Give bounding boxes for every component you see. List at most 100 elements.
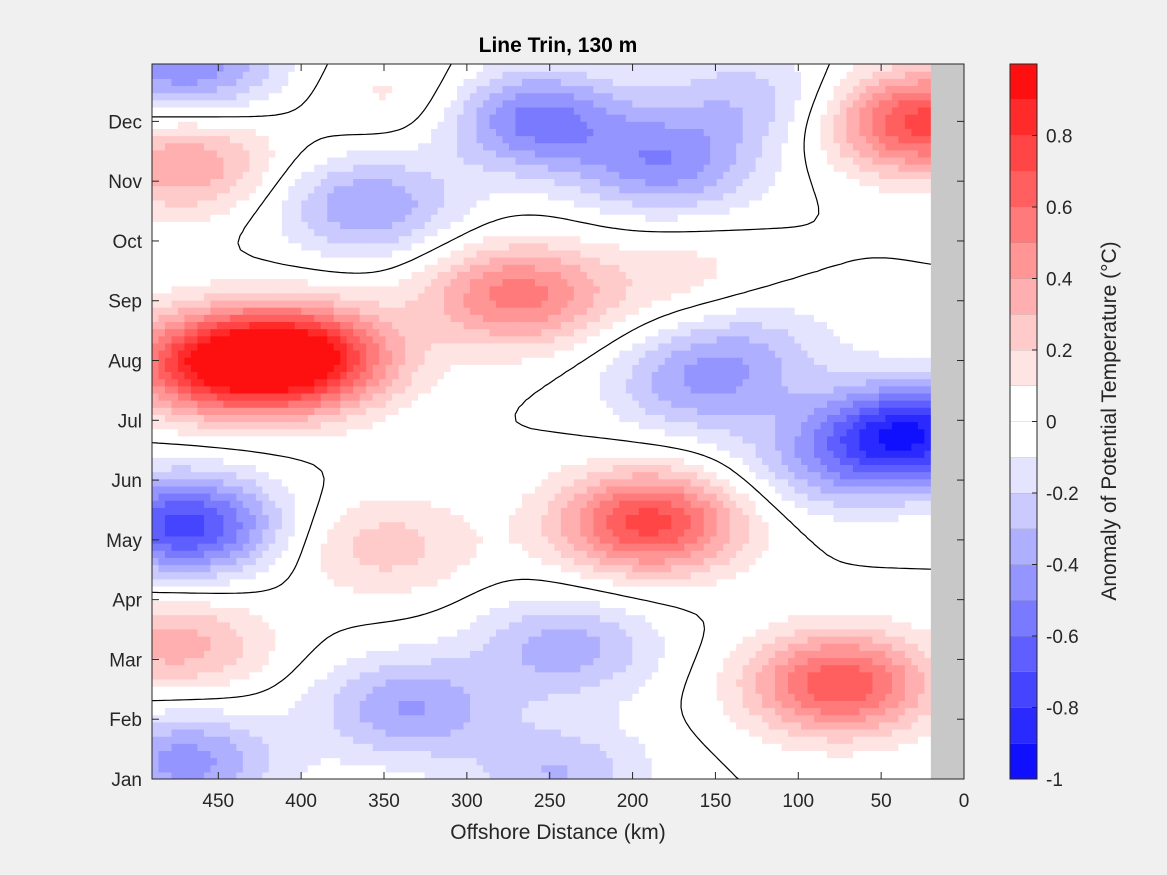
field-cell	[476, 543, 484, 551]
field-cell	[385, 550, 393, 558]
field-cell	[463, 721, 471, 730]
field-cell	[184, 743, 192, 751]
field-cell	[599, 686, 607, 694]
field-cell	[242, 700, 250, 709]
field-cell	[385, 621, 393, 630]
field-cell	[431, 564, 439, 573]
field-cell	[489, 543, 497, 551]
field-cell	[904, 728, 912, 737]
field-cell	[411, 628, 419, 637]
field-cell	[839, 507, 848, 516]
field-cell	[190, 564, 199, 573]
field-cell	[216, 614, 224, 623]
field-cell	[333, 607, 341, 616]
field-cell	[502, 736, 510, 744]
field-cell	[242, 607, 250, 616]
field-cell	[593, 650, 601, 659]
field-cell	[457, 600, 465, 608]
field-cell	[775, 671, 783, 680]
field-cell	[729, 628, 737, 637]
field-cell	[749, 728, 757, 737]
field-cell	[444, 564, 452, 573]
field-cell	[275, 500, 283, 508]
field-cell	[171, 600, 179, 608]
field-cell	[898, 764, 906, 773]
field-cell	[405, 550, 413, 558]
field-cell	[483, 485, 491, 494]
field-cell	[859, 528, 867, 537]
field-cell	[314, 600, 322, 608]
field-cell	[573, 750, 581, 759]
field-cell	[619, 564, 627, 573]
field-cell	[197, 664, 205, 673]
field-cell	[580, 721, 588, 730]
field-cell	[865, 728, 874, 737]
field-cell	[483, 621, 491, 630]
field-cell	[671, 514, 679, 523]
field-cell	[723, 500, 731, 508]
field-cell	[924, 593, 932, 601]
field-cell	[658, 707, 666, 716]
field-cell	[164, 650, 173, 659]
field-cell	[327, 535, 335, 544]
field-cell	[158, 764, 166, 773]
field-cell	[677, 657, 685, 666]
field-cell	[703, 507, 711, 516]
field-cell	[852, 500, 861, 508]
field-cell	[457, 521, 465, 530]
field-cell	[885, 550, 893, 558]
field-cell	[690, 600, 698, 608]
field-cell	[716, 593, 724, 601]
field-cell	[184, 485, 192, 494]
field-cell	[177, 628, 186, 637]
field-cell	[749, 636, 757, 644]
field-cell	[444, 721, 452, 730]
field-cell	[444, 686, 452, 694]
field-cell	[872, 514, 880, 523]
field-cell	[255, 771, 263, 779]
field-cell	[638, 507, 646, 516]
field-cell	[852, 600, 861, 608]
field-cell	[294, 500, 302, 508]
field-cell	[307, 628, 315, 637]
field-cell	[164, 700, 173, 709]
field-cell	[852, 578, 861, 587]
field-cell	[327, 736, 335, 744]
field-cell	[814, 535, 822, 544]
field-cell	[775, 500, 783, 508]
field-cell	[152, 714, 160, 723]
field-cell	[457, 578, 465, 587]
field-cell	[372, 621, 380, 630]
field-cell	[729, 543, 737, 551]
field-cell	[690, 614, 698, 623]
field-cell	[236, 507, 244, 516]
field-cell	[450, 550, 458, 558]
field-cell	[158, 664, 166, 673]
field-cell	[612, 700, 620, 709]
field-cell	[586, 743, 594, 751]
field-cell	[645, 686, 653, 694]
field-cell	[742, 543, 750, 551]
field-cell	[496, 771, 504, 779]
field-cell	[502, 721, 510, 730]
field-cell	[671, 686, 679, 694]
field-cell	[431, 650, 439, 659]
field-cell	[625, 693, 633, 701]
field-cell	[424, 657, 432, 666]
field-cell	[846, 564, 854, 573]
field-cell	[794, 550, 802, 558]
field-cell	[301, 628, 309, 637]
field-cell	[444, 636, 452, 644]
field-cell	[398, 493, 406, 501]
field-cell	[288, 621, 296, 630]
field-cell	[833, 764, 841, 773]
field-cell	[852, 543, 861, 551]
field-cell	[340, 771, 348, 779]
field-cell	[372, 607, 380, 616]
field-cell	[190, 507, 199, 516]
field-cell	[612, 585, 620, 594]
field-cell	[794, 607, 802, 616]
field-cell	[716, 664, 724, 673]
field-cell	[716, 693, 724, 701]
field-cell	[320, 714, 328, 723]
